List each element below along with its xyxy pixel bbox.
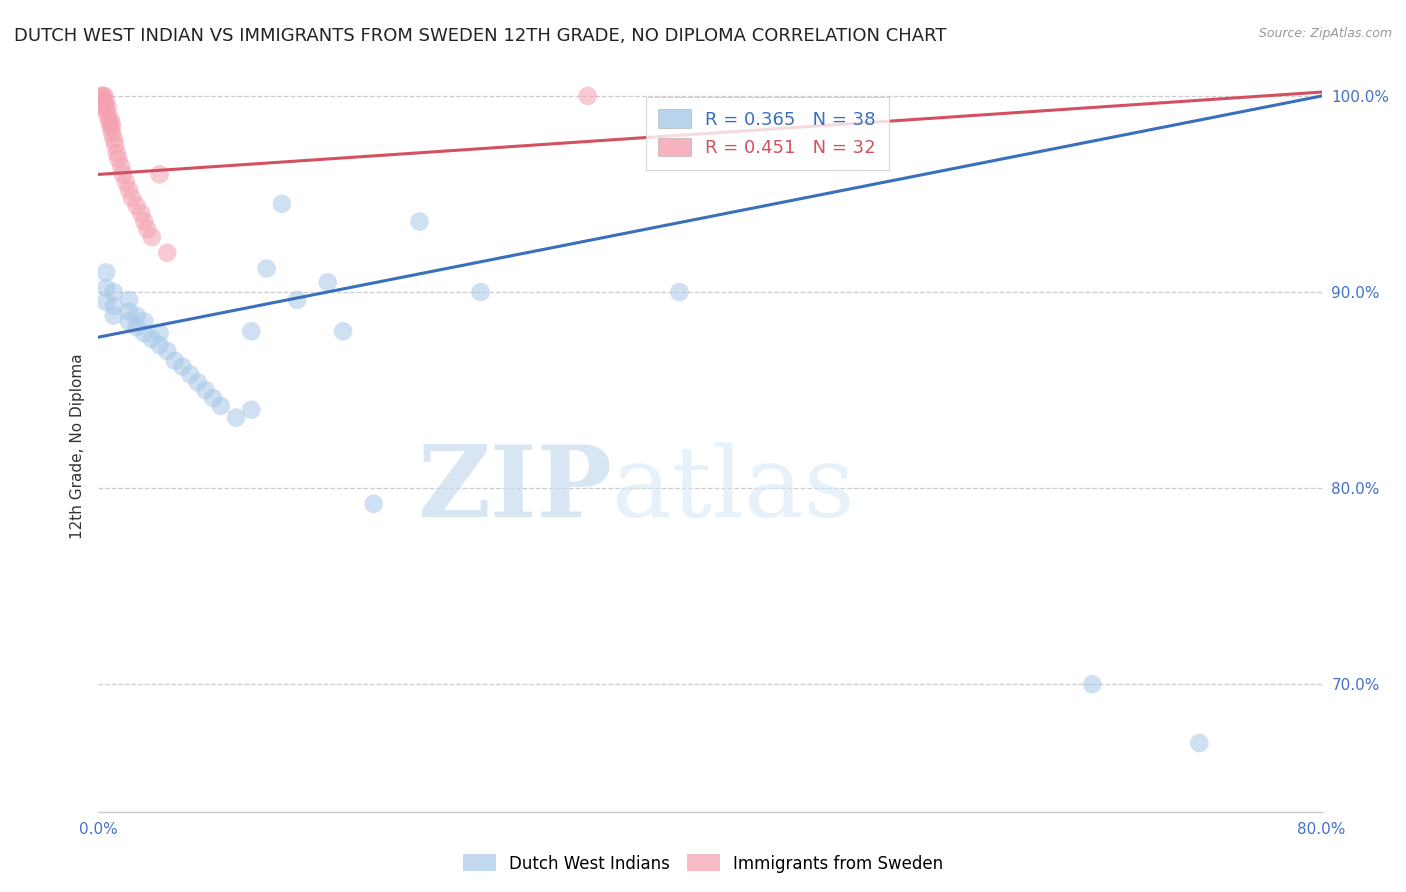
Point [90,89,112,103]
Point [97,101,120,115]
Text: atlas: atlas [612,442,855,538]
Point [110,160,132,174]
Point [93,89,115,103]
Point [103,285,125,299]
Point [156,343,179,358]
Point [93,96,115,111]
Point [94,95,117,109]
Point [332,324,354,338]
Point [105,145,128,160]
Y-axis label: 12th Grade, No Diploma: 12th Grade, No Diploma [69,353,84,539]
Point [134,214,156,228]
Point [101,126,124,140]
Point [101,119,124,133]
Point [202,391,225,405]
Point [209,399,232,413]
Point [125,320,148,334]
Point [115,175,138,189]
Point [118,314,141,328]
Point [111,168,134,182]
Point [134,326,156,341]
Text: DUTCH WEST INDIAN VS IMMIGRANTS FROM SWEDEN 12TH GRADE, NO DIPLOMA CORRELATION C: DUTCH WEST INDIAN VS IMMIGRANTS FROM SWE… [14,27,946,45]
Point [408,214,430,228]
Point [172,359,194,374]
Point [94,265,117,279]
Point [98,114,121,128]
Point [225,410,247,425]
Point [316,275,339,289]
Point [1081,677,1104,691]
Point [118,183,141,197]
Point [90,99,112,113]
Point [107,152,129,166]
Point [125,199,148,213]
Point [91,89,114,103]
Point [103,132,125,146]
Legend: Dutch West Indians, Immigrants from Sweden: Dutch West Indians, Immigrants from Swed… [456,847,950,880]
Point [163,353,186,368]
Point [94,281,117,295]
Point [94,294,117,309]
Text: Source: ZipAtlas.com: Source: ZipAtlas.com [1258,27,1392,40]
Point [100,120,122,135]
Point [97,109,120,123]
Point [240,402,263,417]
Point [129,206,152,220]
Point [363,497,385,511]
Point [470,285,492,299]
Point [194,383,217,397]
Point [141,230,163,244]
Point [94,103,117,117]
Point [118,293,141,307]
Point [125,309,148,323]
Point [121,191,143,205]
Point [141,332,163,346]
Point [156,245,179,260]
Point [149,326,172,341]
Point [136,222,159,236]
Point [100,112,122,127]
Point [240,324,263,338]
Point [91,93,114,107]
Point [285,293,308,307]
Point [187,376,209,390]
Point [103,309,125,323]
Legend: R = 0.365   N = 38, R = 0.451   N = 32: R = 0.365 N = 38, R = 0.451 N = 32 [645,96,889,169]
Text: ZIP: ZIP [418,442,612,539]
Point [149,338,172,352]
Point [104,138,127,153]
Point [1188,736,1211,750]
Point [668,285,690,299]
Point [149,168,172,182]
Point [103,299,125,313]
Point [576,89,599,103]
Point [270,196,292,211]
Point [179,368,201,382]
Point [134,314,156,328]
Point [118,304,141,318]
Point [256,261,278,276]
